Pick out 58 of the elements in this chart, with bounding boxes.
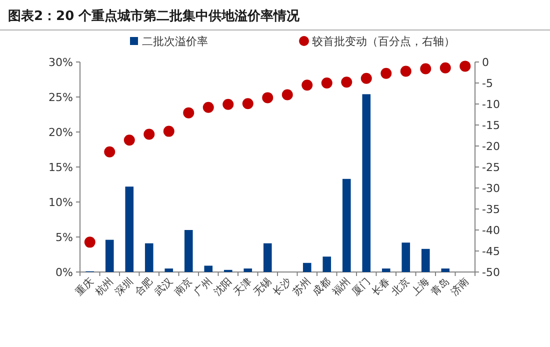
bar: [342, 178, 351, 272]
bar: [322, 256, 332, 272]
legend-label: 较首批变动（百分点，右轴）: [312, 35, 455, 48]
y2-tick-label: -50: [482, 266, 500, 279]
y-tick-label: 5%: [56, 231, 73, 244]
point: [321, 78, 332, 88]
point: [104, 146, 116, 158]
y-tick-label: 20%: [48, 126, 73, 139]
point: [202, 102, 214, 113]
bar: [302, 262, 312, 272]
point: [262, 92, 274, 104]
bar: [204, 266, 213, 272]
point: [144, 128, 155, 140]
bar: [421, 248, 430, 272]
y2-tick-label: -30: [482, 182, 500, 195]
bar: [441, 268, 450, 272]
y2-tick-label: -5: [482, 77, 493, 90]
point: [282, 89, 293, 100]
y-tick-label: 10%: [48, 196, 73, 209]
point: [302, 80, 313, 91]
bar: [105, 240, 114, 272]
bar: [402, 242, 410, 272]
y2-tick-label: -20: [482, 140, 500, 153]
y2-tick-label: -45: [482, 245, 500, 258]
point: [163, 126, 174, 137]
bar: [125, 186, 134, 272]
point: [242, 98, 254, 110]
y2-tick-label: -40: [482, 224, 500, 237]
legend-label: 二批次溢价率: [142, 35, 208, 48]
x-tick-label: 济南: [448, 276, 472, 298]
point: [420, 63, 432, 74]
bar: [144, 243, 154, 272]
point: [183, 107, 194, 118]
y2-tick-label: -10: [482, 98, 500, 111]
bar: [382, 268, 390, 272]
y2-tick-label: -35: [482, 203, 500, 216]
point: [341, 76, 352, 88]
y2-tick-label: -25: [482, 161, 500, 174]
point: [460, 60, 471, 72]
y-tick-label: 30%: [48, 56, 73, 69]
point: [222, 98, 234, 110]
point: [380, 68, 392, 79]
point: [360, 72, 372, 84]
point: [84, 236, 96, 248]
bar: [164, 268, 174, 272]
point: [440, 62, 451, 74]
point: [124, 134, 135, 146]
point: [400, 66, 412, 77]
bar: [263, 243, 272, 272]
y-tick-label: 15%: [48, 161, 73, 174]
bar: [362, 94, 371, 272]
bar: [184, 230, 193, 272]
y2-tick-label: 0: [482, 56, 489, 69]
bar: [244, 268, 252, 272]
y-tick-label: 25%: [48, 91, 73, 104]
y-tick-label: 0%: [56, 266, 73, 279]
y2-tick-label: -15: [482, 119, 500, 132]
title: 图表2：20 个重点城市第二批集中供地溢价率情况: [8, 9, 300, 24]
